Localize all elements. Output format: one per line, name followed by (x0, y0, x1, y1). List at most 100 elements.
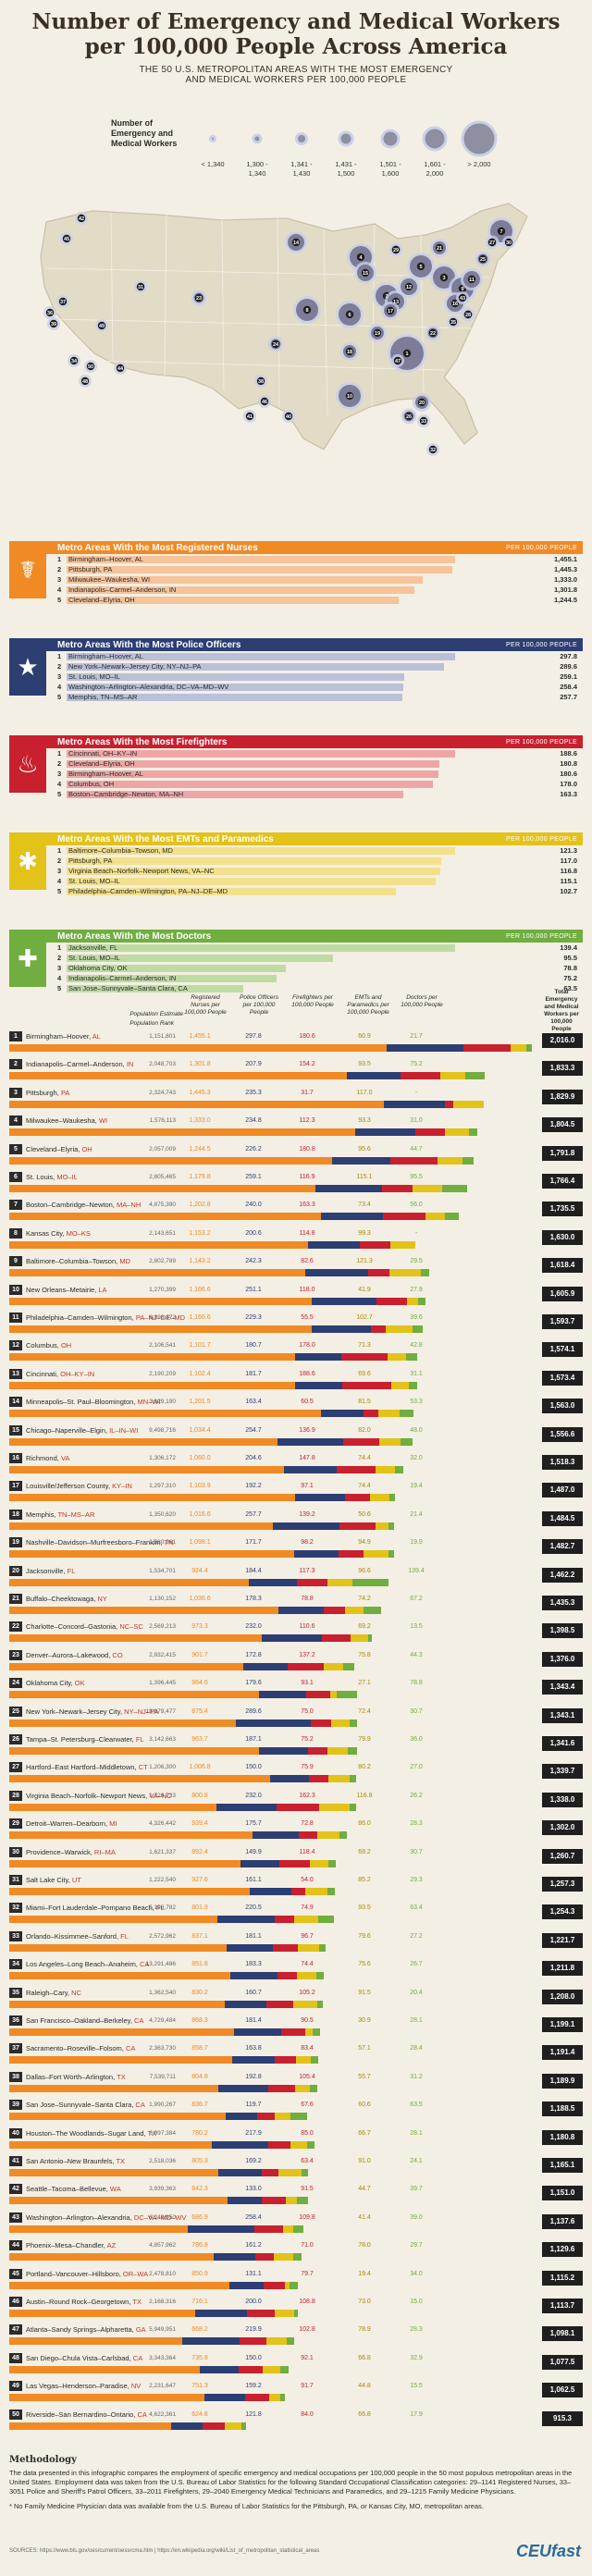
row-nurses-value: 1,006.8 (189, 1764, 211, 1771)
row-doc-value: 32.0 (410, 1455, 423, 1461)
row-city-name: Seattle–Tacoma–Bellevue, (26, 2185, 110, 2194)
section-bar (67, 673, 405, 681)
row-rank: 23 (9, 1649, 22, 1660)
row-state: TN–MS–AR (57, 1510, 95, 1519)
row-doc-value: 139.4 (408, 1567, 425, 1574)
row-emt-value: 99.3 (358, 1229, 371, 1237)
section-metro-name: Baltimore–Columbia–Towson, MD (68, 846, 173, 855)
table-row: 37 Sacramento–Roseville–Folsom, CA 2,363,7… (9, 2043, 583, 2072)
bar-segment-fire (382, 1185, 413, 1192)
bar-segment-police (224, 2000, 266, 2008)
row-city-name: Louisville/Jefferson County, (26, 1482, 113, 1491)
bar-segment-nurses (9, 2310, 195, 2317)
row-city: Phoenix–Mesa–Chandler, AZ (26, 2240, 116, 2250)
section-bar (67, 694, 403, 701)
row-fire-value: 92.1 (301, 2354, 314, 2361)
row-city-name: Birmingham–Hoover, (26, 1032, 92, 1041)
section-rank: 1 (57, 749, 62, 758)
section-rank: 2 (57, 857, 62, 865)
map-rank-dot (45, 308, 55, 317)
row-doc-value: 27.0 (410, 1764, 423, 1771)
section-value: 257.7 (560, 693, 577, 701)
table-row: 38 Dallas–Fort Worth–Arlington, TX 7,539,7… (9, 2071, 583, 2101)
bar-segment-nurses (9, 1072, 347, 1080)
row-city-name: Washington–Arlington–Alexandria, (26, 2212, 134, 2222)
methodology: Methodology The data presented in this i… (9, 2456, 583, 2511)
row-emt-value: 30.9 (358, 2017, 371, 2024)
bar-segment-doc (389, 1494, 395, 1502)
row-state: TX (132, 2298, 142, 2306)
section-row: 2 Pittsburgh, PA 117.0 (57, 857, 583, 866)
row-fire-value: 98.2 (301, 1539, 314, 1547)
bar-segment-emt (310, 1859, 328, 1867)
bar-segment-nurses (9, 1353, 295, 1362)
row-city-name: Cleveland–Elyria, (26, 1144, 82, 1153)
row-emt-value: 121.3 (356, 1258, 373, 1265)
map-rank-dot (393, 356, 402, 365)
row-doc-value: 17.9 (410, 2410, 423, 2418)
bar-segment-fire (262, 2197, 286, 2205)
bar-segment-nurses (9, 2000, 225, 2008)
row-nurses-value: 851.8 (191, 1961, 208, 1968)
bar-segment-doc (293, 2253, 302, 2262)
row-police-value: 257.7 (245, 1510, 262, 1518)
row-city: San Diego–Chula Vista–Carlsbad, CA (26, 2353, 142, 2363)
bar-segment-police (249, 1578, 297, 1586)
bar-segment-emt (344, 1607, 364, 1614)
row-stacked-bar (9, 1297, 536, 1305)
row-population: 6,249,950 (149, 2213, 176, 2221)
section-per-label: PER 100,000 PEOPLE (506, 835, 577, 843)
row-nurses-value: 973.3 (191, 1623, 208, 1631)
section-row: 1 Birmingham–Hoover, AL 297.8 (57, 652, 583, 661)
row-police-value: 219.9 (245, 2326, 262, 2334)
row-population: 1,151,801 (149, 1033, 176, 1040)
bar-segment-nurses (9, 2084, 218, 2092)
row-city: Indianapolis–Carmel–Anderson, IN (26, 1059, 133, 1069)
bar-segment-emt (389, 1240, 416, 1249)
row-rank: 18 (9, 1509, 22, 1520)
bar-segment-doc (327, 1859, 337, 1867)
row-rank: 40 (9, 2127, 22, 2138)
section-row: 3 St. Louis, MO–IL 259.1 (57, 672, 583, 682)
section-row: 5 San Jose–Sunnyvale–Santa Clara, CA 63.5 (57, 984, 583, 993)
row-total: 1,098.1 (542, 2326, 583, 2342)
row-rank: 17 (9, 1481, 22, 1492)
row-city-name: Raleigh–Cary, (26, 1988, 72, 1997)
row-population: 4,857,962 (149, 2242, 176, 2249)
bar-segment-fire (341, 1353, 388, 1362)
row-nurses-value: 1,179.8 (189, 1174, 211, 1180)
map-rank-label: 45 (64, 237, 69, 242)
row-fire-value: 180.8 (299, 1145, 315, 1152)
bar-segment-fire (363, 1410, 379, 1418)
row-rank: 8 (9, 1227, 22, 1239)
section-metro-name: Jacksonville, FL (68, 943, 118, 952)
section-rank: 2 (57, 565, 62, 573)
row-city-name: Kansas City, (26, 1228, 67, 1238)
bar-segment-police (346, 1072, 401, 1080)
row-rank: 43 (9, 2212, 22, 2223)
row-rank: 12 (9, 1340, 22, 1351)
row-city-name: New York–Newark–Jersey City, (26, 1707, 125, 1716)
map-rank-dot (136, 282, 145, 291)
header-nurses: Registered Nurses per 100,000 People (184, 994, 227, 1016)
row-total: 1,630.0 (542, 1229, 583, 1245)
table-row: 20 Jacksonville, FL 1,534,701 924.4 184.4 117… (9, 1565, 583, 1595)
row-rank: 32 (9, 1903, 22, 1914)
bar-segment-doc (317, 1916, 335, 1924)
map-rank-label: 24 (273, 342, 279, 348)
row-rank: 5 (9, 1143, 22, 1154)
row-state: CA (137, 2410, 147, 2419)
row-city: Columbus, OH (26, 1340, 71, 1350)
row-population: 2,057,009 (149, 1145, 176, 1152)
bar-segment-doc (349, 1803, 356, 1811)
header-police: Police Officers per 100,000 People (240, 994, 278, 1016)
row-state: TX (116, 2157, 126, 2165)
row-emt-value: 82.0 (358, 1426, 371, 1434)
row-city-name: Miami–Fort Lauderdale–Pompano Beach, (26, 1904, 156, 1913)
row-nurses-value: 1,034.4 (189, 1426, 211, 1434)
section-metro-name: Birmingham–Hoover, AL (68, 555, 143, 563)
bar-segment-police (311, 1325, 372, 1333)
table-row: 10 New Orleans–Metairie, LA 1,270,399 1,166… (9, 1284, 583, 1313)
section-bar (67, 868, 441, 875)
row-city: Minneapolis–St. Paul–Bloomington, MN–WI (26, 1397, 161, 1407)
